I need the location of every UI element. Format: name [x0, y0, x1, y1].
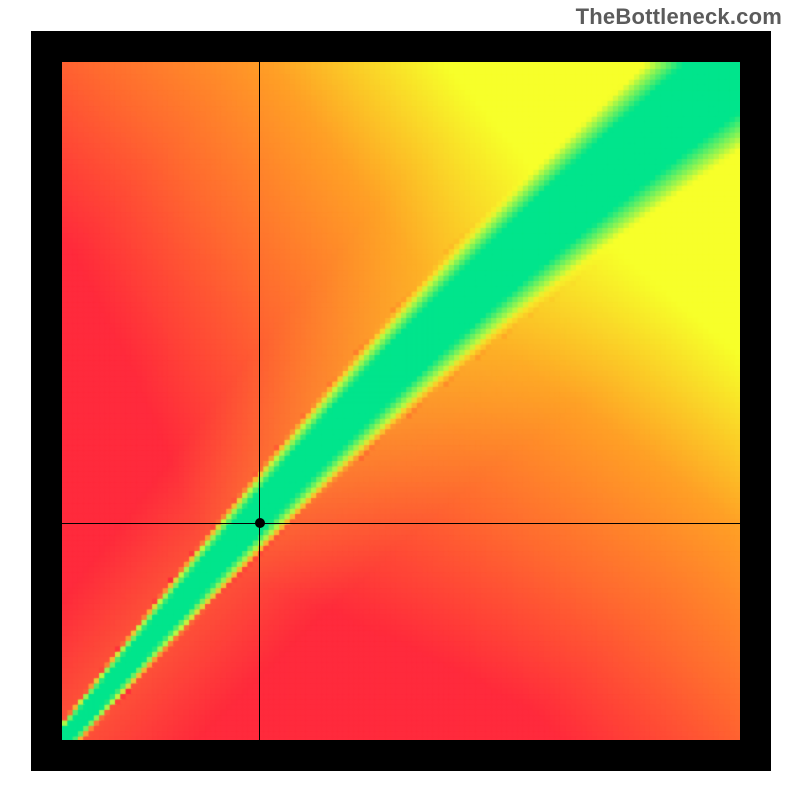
chart-container: TheBottleneck.com	[0, 0, 800, 800]
crosshair-vertical	[259, 62, 260, 740]
frame-right	[740, 31, 771, 771]
frame-top	[31, 31, 771, 62]
watermark-text: TheBottleneck.com	[576, 4, 782, 30]
heatmap-canvas	[62, 62, 740, 740]
frame-left	[31, 31, 62, 771]
crosshair-horizontal	[62, 523, 740, 524]
frame-bottom	[31, 740, 771, 771]
crosshair-dot	[255, 518, 265, 528]
